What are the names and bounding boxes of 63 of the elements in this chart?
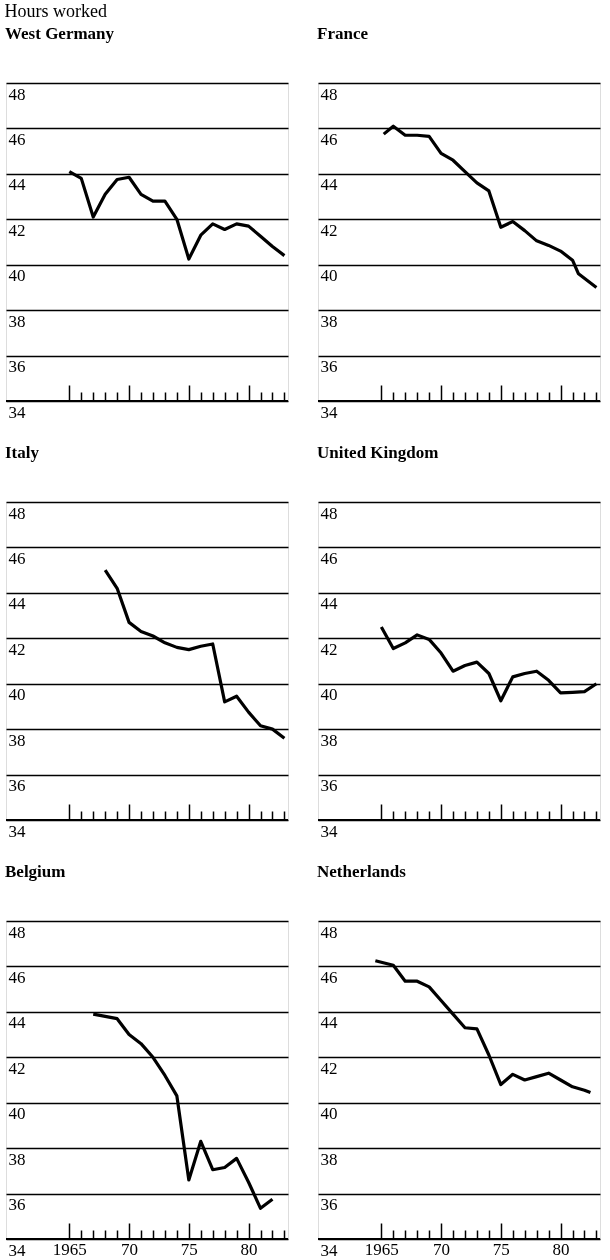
y-tick-label: 46 [320, 548, 338, 568]
y-tick-label: 48 [8, 84, 26, 104]
x-tick-label: 75 [180, 1239, 198, 1259]
y-tick-label: 36 [320, 1195, 338, 1215]
x-tick-label: 70 [433, 1239, 451, 1259]
chart-title: France [317, 24, 369, 43]
y-tick-label: 40 [8, 1104, 26, 1124]
y-tick-label: 46 [8, 548, 26, 568]
y-tick-label: 36 [320, 776, 338, 796]
y-tick-label: 40 [320, 1104, 338, 1124]
y-tick-label: 44 [8, 175, 26, 195]
y-tick-label: 44 [320, 594, 338, 614]
y-tick-label: 40 [8, 266, 26, 286]
x-tick-label: 80 [552, 1239, 570, 1259]
chart-title: West Germany [5, 24, 115, 43]
y-tick-label: 36 [320, 357, 338, 377]
y-tick-label: 44 [8, 594, 26, 614]
y-axis-title: Hours worked [4, 0, 107, 21]
y-tick-label: 46 [8, 129, 26, 149]
y-tick-label: 34 [8, 402, 26, 422]
y-tick-label: 40 [8, 685, 26, 705]
y-tick-label: 36 [8, 1195, 26, 1215]
x-tick-label: 70 [121, 1239, 139, 1259]
y-tick-label: 34 [320, 821, 338, 841]
y-tick-label: 46 [320, 967, 338, 987]
y-tick-label: 46 [8, 967, 26, 987]
chart-title: United Kingdom [317, 443, 439, 462]
y-tick-label: 42 [320, 1058, 338, 1078]
y-tick-label: 42 [8, 1058, 26, 1078]
y-tick-label: 40 [320, 266, 338, 286]
chart-title: Netherlands [317, 862, 407, 881]
y-tick-label: 44 [320, 1013, 338, 1033]
y-tick-label: 38 [320, 311, 338, 331]
y-tick-label: 42 [8, 220, 26, 240]
chart-title: Italy [5, 443, 40, 462]
y-tick-label: 46 [320, 129, 338, 149]
y-tick-label: 48 [320, 922, 338, 942]
y-tick-label: 42 [320, 220, 338, 240]
y-tick-label: 48 [8, 503, 26, 523]
y-tick-label: 48 [8, 922, 26, 942]
chart-title: Belgium [5, 862, 66, 881]
y-tick-label: 36 [8, 776, 26, 796]
y-tick-label: 44 [8, 1013, 26, 1033]
y-tick-label: 38 [8, 730, 26, 750]
y-tick-label: 42 [320, 639, 338, 659]
y-tick-label: 48 [320, 503, 338, 523]
y-tick-label: 34 [8, 1240, 26, 1260]
y-tick-label: 38 [320, 730, 338, 750]
y-tick-label: 48 [320, 84, 338, 104]
y-tick-label: 40 [320, 685, 338, 705]
y-tick-label: 42 [8, 639, 26, 659]
x-tick-label: 80 [240, 1239, 258, 1259]
y-tick-label: 36 [8, 357, 26, 377]
y-tick-label: 44 [320, 175, 338, 195]
y-tick-label: 34 [320, 1240, 338, 1260]
y-tick-label: 38 [8, 1149, 26, 1169]
x-tick-label: 1965 [364, 1239, 399, 1259]
y-tick-label: 34 [320, 402, 338, 422]
y-tick-label: 38 [320, 1149, 338, 1169]
x-tick-label: 1965 [52, 1239, 87, 1259]
x-tick-label: 75 [492, 1239, 510, 1259]
y-tick-label: 38 [8, 311, 26, 331]
y-tick-label: 34 [8, 821, 26, 841]
